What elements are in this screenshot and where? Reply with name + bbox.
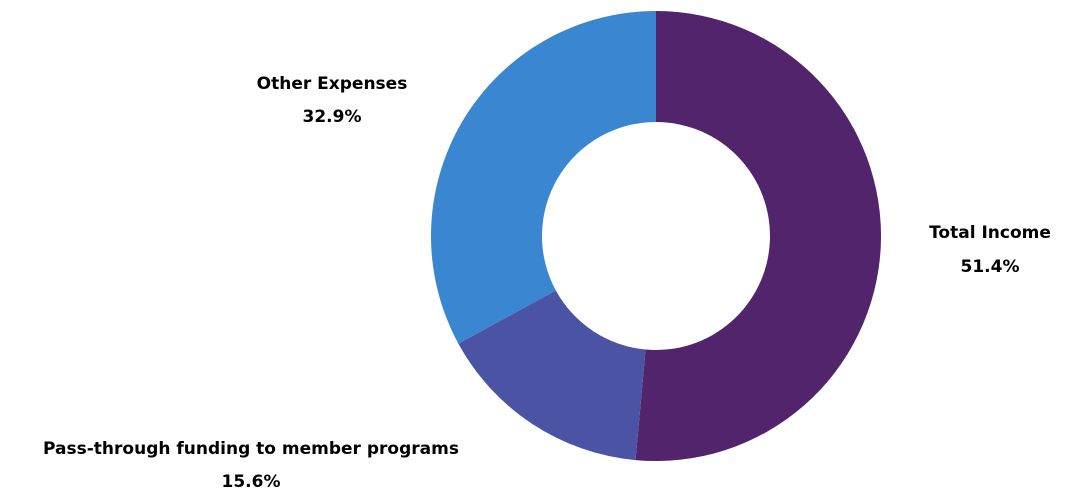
slice-label-value-total-income: 51.4% [961,257,1020,277]
slice-label-value-other-expenses: 32.9% [303,107,362,127]
slice-label-name-total-income: Total Income [929,223,1051,243]
donut-slice-pass-through-funding-to-member-programs [458,290,646,461]
donut-slices [430,11,882,461]
slice-label-value-pass-through: 15.6% [222,472,281,489]
donut-slice-other-expenses [430,11,656,344]
slice-label-name-pass-through: Pass-through funding to member programs [43,439,459,459]
donut-slice-total-income [635,11,882,461]
slice-label-name-other-expenses: Other Expenses [257,74,408,94]
